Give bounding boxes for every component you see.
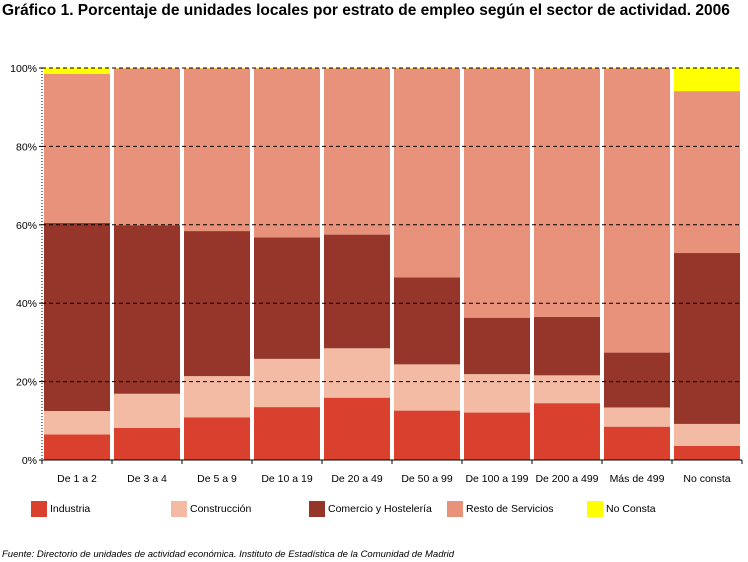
- x-tick-label: De 10 a 19: [261, 473, 313, 485]
- bar-segment: [464, 317, 530, 375]
- bar-segment: [114, 427, 180, 460]
- bar-segment: [44, 68, 110, 74]
- bar-segment: [184, 68, 250, 232]
- x-tick-label: De 3 a 4: [127, 473, 167, 485]
- y-tick-label: 0%: [22, 455, 37, 467]
- bar-segment: [44, 434, 110, 460]
- y-tick-label: 20%: [16, 377, 37, 389]
- bar-segment: [674, 253, 740, 424]
- x-tick-label: Más de 499: [610, 473, 665, 485]
- x-tick-label: De 1 a 2: [57, 473, 97, 485]
- bar-segment: [184, 417, 250, 460]
- y-tick-label: 100%: [10, 63, 37, 75]
- legend-swatch: [447, 501, 463, 517]
- bar-segment: [674, 423, 740, 446]
- legend-swatch: [171, 501, 187, 517]
- bar-segment: [394, 364, 460, 411]
- legend-label: No Consta: [606, 503, 656, 515]
- bar-segment: [674, 91, 740, 254]
- bar-segment: [114, 393, 180, 428]
- bar-segment: [464, 68, 530, 318]
- x-tick-label: De 100 a 199: [465, 473, 528, 485]
- legend-item: Construcción: [171, 499, 251, 519]
- stacked-bar-chart: 0% 20% 40% 60% 80% 100% De 1 a 2 De 3 a 4 De 5 a…: [10, 63, 743, 485]
- x-tick-label: De 50 a 99: [401, 473, 453, 485]
- y-tick-label: 40%: [16, 298, 37, 310]
- bar-segment: [114, 225, 180, 394]
- bar-segment: [604, 426, 670, 460]
- legend-label: Comercio y Hostelería: [328, 503, 432, 515]
- legend-item: No Consta: [587, 499, 656, 519]
- legend-item: Industria: [31, 499, 90, 519]
- y-tick-label: 60%: [16, 220, 37, 232]
- bar-segment: [604, 407, 670, 427]
- bar-segment: [44, 222, 110, 411]
- legend-label: Industria: [50, 503, 91, 515]
- y-tick-label: 80%: [16, 141, 37, 153]
- bar-segment: [464, 374, 530, 413]
- bar-segment: [254, 68, 320, 238]
- bar-segment: [534, 68, 600, 317]
- legend-item: Resto de Servicios: [447, 499, 554, 519]
- x-tick-label: De 20 a 49: [331, 473, 383, 485]
- bar-segment: [394, 277, 460, 365]
- legend-swatch: [31, 501, 47, 517]
- legend: Industria Construcción Comercio y Hosteler…: [0, 499, 748, 525]
- bar-segment: [534, 316, 600, 376]
- legend-label: Construcción: [190, 503, 252, 515]
- bar-segment: [394, 410, 460, 460]
- x-tick-label: No consta: [683, 473, 730, 485]
- legend-label: Resto de Servicios: [466, 503, 554, 515]
- bar-segment: [324, 348, 390, 398]
- bar-segment: [44, 73, 110, 223]
- bar-segment: [184, 376, 250, 418]
- bar-segment: [674, 445, 740, 460]
- bar-segment: [254, 407, 320, 460]
- bar-segment: [604, 352, 670, 408]
- bar-segment: [394, 68, 460, 278]
- legend-swatch: [309, 501, 325, 517]
- bar-segment: [674, 68, 740, 92]
- bar-segment: [44, 411, 110, 435]
- bar-segment: [324, 68, 390, 235]
- chart-title: Gráfico 1. Porcentaje de unidades locale…: [2, 2, 730, 19]
- legend-swatch: [587, 501, 603, 517]
- bar-segment: [604, 68, 670, 353]
- bar-segment: [254, 237, 320, 359]
- source-note: Fuente: Directorio de unidades de activi…: [2, 549, 455, 560]
- bar-segment: [324, 397, 390, 460]
- bar-segment: [534, 403, 600, 460]
- bar-segment: [464, 412, 530, 460]
- bar-segment: [534, 375, 600, 404]
- x-tick-label: De 5 a 9: [197, 473, 237, 485]
- bar-segment: [324, 234, 390, 349]
- x-tick-label: De 200 a 499: [535, 473, 598, 485]
- bar-segment: [254, 358, 320, 408]
- legend-item: Comercio y Hostelería: [309, 499, 432, 519]
